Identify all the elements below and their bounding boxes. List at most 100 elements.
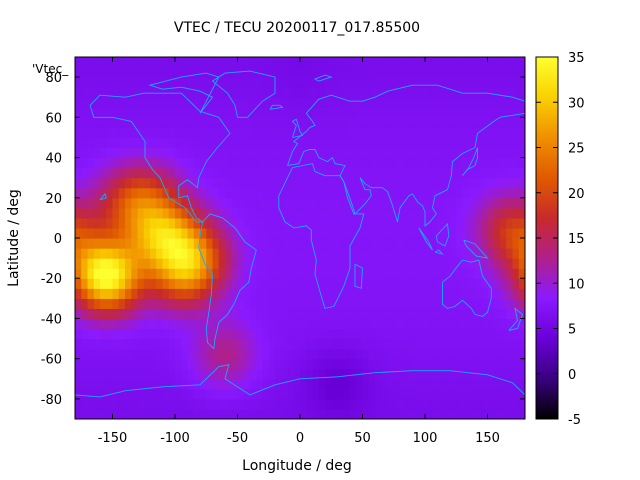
heat-cell [193,338,201,350]
heat-cell [325,328,332,340]
heat-cell [418,157,426,169]
heat-cell [250,298,257,309]
heat-cell [487,77,495,88]
heat-cell [256,117,264,128]
heat-cell [75,408,82,419]
heat-cell [443,308,451,320]
heat-cell [431,207,439,219]
heat-cell [93,298,101,309]
heat-cell [168,258,176,269]
heat-cell [418,338,426,350]
heat-cell [300,97,307,108]
heat-cell [137,147,145,159]
heat-cell [268,67,276,78]
coastline-path [99,192,107,201]
heat-cell [225,278,232,289]
heat-cell [387,308,395,320]
heat-cell [325,238,332,249]
heat-cell [437,87,445,98]
heat-cell [325,248,332,259]
heat-cell [418,187,426,199]
heat-cell [431,238,439,249]
heat-cell [331,408,339,419]
heat-cell [225,248,232,259]
series-key-label: 'Vtec_ [32,62,69,76]
heat-cell [250,87,257,98]
heat-cell [375,388,382,400]
heat-cell [112,77,120,88]
heat-cell [300,177,307,189]
heat-cell [112,348,120,360]
heat-cell [387,298,395,309]
heat-cell [206,318,214,330]
heat-cell [137,398,145,410]
heat-cell [150,298,157,309]
heat-cell [443,67,451,78]
heat-cell [518,97,525,108]
heat-cell [406,157,414,169]
heat-cell [331,258,339,269]
heat-cell [468,127,476,139]
heat-cell [318,167,326,179]
heat-cell [231,207,239,219]
heat-cell [500,117,507,128]
heat-cell [193,348,201,360]
heat-cell [450,248,457,259]
coastlines [75,70,525,409]
heat-cell [325,187,332,199]
heat-cell [175,308,182,320]
heat-cell [300,388,307,400]
heat-cell [162,338,170,350]
heat-cell [125,368,132,380]
heat-cell [450,67,457,78]
heat-cell [368,258,376,269]
heat-cell [456,107,464,118]
heat-cell [431,358,439,370]
heat-cell [268,278,276,289]
heat-cell [131,67,139,78]
heat-cell [256,348,264,360]
heat-cell [468,67,476,78]
heat-cell [343,298,351,309]
heat-cell [381,388,389,400]
heat-cell [468,157,476,169]
heat-cell [75,187,82,199]
heat-cell [318,318,326,330]
heat-cell [243,378,251,390]
heat-cell [275,137,282,149]
heat-cell [143,97,151,108]
heat-cell [506,87,514,98]
heat-cell [218,147,226,159]
heat-cell [443,207,451,219]
coastline-path [442,259,492,317]
heat-cell [256,67,264,78]
heat-cell [412,248,420,259]
heat-cell [481,167,489,179]
heat-cell [87,217,95,229]
heat-cell [100,57,107,68]
heat-cell [412,328,420,340]
heat-cell [262,167,270,179]
heat-cell [481,97,489,108]
heat-cell [425,318,432,330]
heat-cell [287,167,295,179]
heat-cell [475,97,482,108]
heat-cell [293,227,301,239]
coastline-path [89,92,231,223]
heat-cell [168,107,176,118]
heat-cell [456,268,464,279]
heat-cell [475,248,482,259]
heat-cell [237,288,245,299]
heat-cell [268,298,276,309]
heat-cell [181,348,189,360]
heat-cell [431,408,439,419]
heat-cell [118,408,126,419]
heat-cell [493,187,501,199]
heat-cell [293,107,301,118]
heat-cell [300,398,307,410]
heat-cell [406,197,414,209]
heat-cell [400,358,407,370]
heat-cell [331,248,339,259]
heat-cell [343,248,351,259]
